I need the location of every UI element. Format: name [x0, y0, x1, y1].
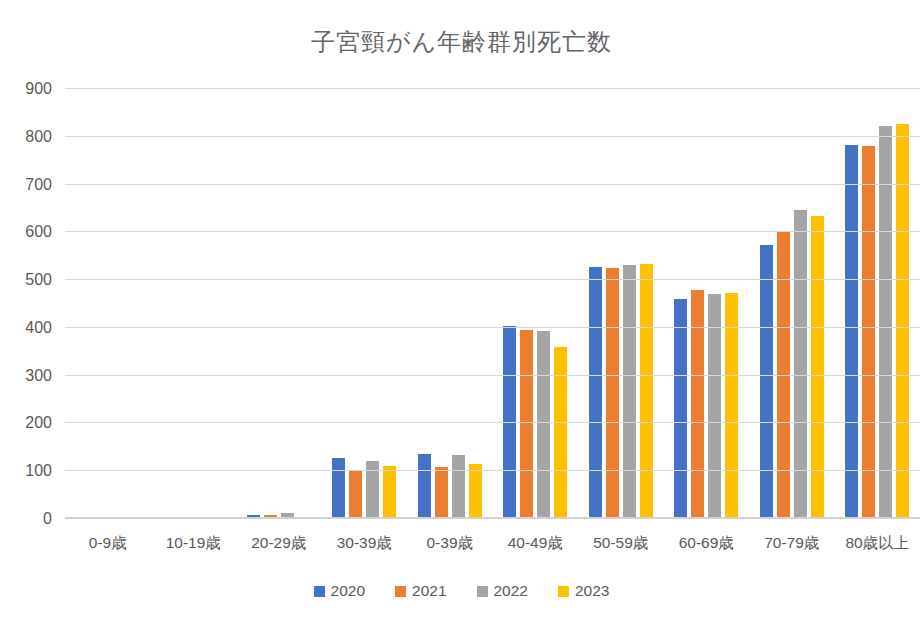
plot-area [65, 89, 920, 519]
bar-group-8 [664, 89, 750, 519]
bar-2022-8 [708, 294, 721, 519]
bar-2022-10 [879, 126, 892, 519]
gridline-0 [65, 517, 920, 519]
bar-2022-7 [623, 265, 636, 519]
chart-frame: 子宮頸がん年齢群別死亡数 0 100 200 300 400 500 600 700 800 90… [0, 0, 923, 625]
gridline-800 [65, 136, 920, 137]
bar-group-4 [322, 89, 408, 519]
bar-group-5 [407, 89, 493, 519]
y-tick-label-700: 700 [25, 176, 52, 194]
bar-2021-6 [520, 330, 533, 519]
bar-2021-4 [349, 471, 362, 519]
bar-group-2 [151, 89, 237, 519]
chart-title: 子宮頸がん年齢群別死亡数 [0, 26, 923, 58]
bar-2021-8 [691, 290, 704, 519]
bar-2020-5 [418, 454, 431, 519]
legend-swatch-icon [477, 586, 488, 597]
bar-group-9 [749, 89, 835, 519]
bar-2023-7 [640, 264, 653, 519]
gridline-400 [65, 327, 920, 328]
bar-group-6 [493, 89, 579, 519]
y-tick-label-200: 200 [25, 414, 52, 432]
bar-2020-8 [674, 299, 687, 519]
bar-group-10 [835, 89, 921, 519]
legend-swatch-icon [558, 586, 569, 597]
y-tick-label-800: 800 [25, 128, 52, 146]
x-tick-label-2: 10-19歳 [151, 533, 237, 554]
x-tick-label-8: 60-69歳 [664, 533, 750, 554]
bar-group-1 [65, 89, 151, 519]
legend-swatch-icon [395, 586, 406, 597]
x-tick-label-1: 0-9歳 [65, 533, 151, 554]
legend-item-2022: 2022 [477, 582, 528, 600]
bar-2020-10 [845, 145, 858, 519]
legend-label: 2023 [575, 582, 609, 600]
y-tick-label-400: 400 [25, 319, 52, 337]
bar-2022-6 [537, 331, 550, 519]
gridline-600 [65, 231, 920, 232]
gridline-300 [65, 375, 920, 376]
bar-group-3 [236, 89, 322, 519]
bar-2020-4 [332, 458, 345, 519]
legend-label: 2020 [331, 582, 365, 600]
bar-2023-9 [811, 216, 824, 519]
y-tick-label-100: 100 [25, 462, 52, 480]
x-tick-label-10: 80歳以上 [835, 533, 921, 554]
legend: 2020 2021 2022 2023 [0, 582, 923, 600]
legend-label: 2022 [494, 582, 528, 600]
bar-2023-5 [469, 464, 482, 519]
x-tick-label-4: 30-39歳 [322, 533, 408, 554]
y-tick-label-0: 0 [43, 510, 52, 528]
legend-label: 2021 [412, 582, 446, 600]
x-axis: 0-9歳10-19歳20-29歳30-39歳0-39歳40-49歳50-59歳6… [65, 533, 920, 554]
x-tick-label-5: 0-39歳 [407, 533, 493, 554]
legend-item-2021: 2021 [395, 582, 446, 600]
bar-group-7 [578, 89, 664, 519]
bar-2021-5 [435, 467, 448, 519]
gridline-900 [65, 88, 920, 89]
bar-groups-container [65, 89, 920, 519]
gridline-100 [65, 470, 920, 471]
legend-item-2023: 2023 [558, 582, 609, 600]
bar-2022-5 [452, 455, 465, 519]
legend-item-2020: 2020 [314, 582, 365, 600]
y-tick-label-900: 900 [25, 80, 52, 98]
bar-2023-4 [383, 466, 396, 519]
bar-2021-10 [862, 146, 875, 519]
bar-2020-7 [589, 267, 602, 519]
y-tick-label-600: 600 [25, 223, 52, 241]
y-axis: 0100200300400500600700800900 [0, 89, 52, 519]
legend-swatch-icon [314, 586, 325, 597]
gridline-200 [65, 422, 920, 423]
y-tick-label-300: 300 [25, 367, 52, 385]
bar-2020-9 [760, 245, 773, 519]
gridline-700 [65, 184, 920, 185]
bar-2021-7 [606, 268, 619, 519]
x-tick-label-9: 70-79歳 [749, 533, 835, 554]
y-tick-label-500: 500 [25, 271, 52, 289]
x-tick-label-6: 40-49歳 [493, 533, 579, 554]
x-tick-label-7: 50-59歳 [578, 533, 664, 554]
bar-2022-9 [794, 210, 807, 519]
gridline-500 [65, 279, 920, 280]
x-tick-label-3: 20-29歳 [236, 533, 322, 554]
bar-2023-6 [554, 347, 567, 519]
